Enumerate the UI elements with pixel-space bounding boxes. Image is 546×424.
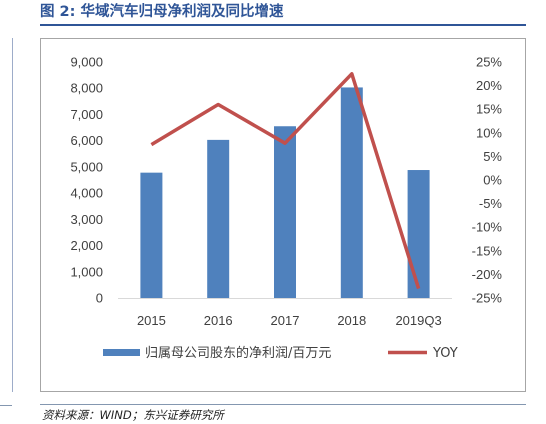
source-note: 资料来源：WIND；东兴证券研究所: [42, 408, 224, 422]
legend-label-line: YOY: [432, 346, 458, 361]
y-left-tick-label: 8,000: [70, 81, 103, 96]
y-left-tick-label: 0: [96, 291, 103, 306]
y-right-tick-label: 20%: [476, 78, 502, 93]
y-right-tick-label: -20%: [472, 267, 503, 282]
bar: [274, 126, 296, 298]
x-tick-label: 2018: [337, 313, 366, 328]
title-underline: [40, 24, 526, 26]
bar: [407, 170, 430, 298]
y-left-tick-label: 7,000: [70, 107, 103, 122]
x-tick-label: 2017: [271, 313, 300, 328]
y-left-tick-label: 4,000: [70, 186, 103, 201]
y-left-tick-label: 6,000: [70, 133, 103, 148]
bar: [340, 87, 363, 299]
y-right-tick-label: -25%: [472, 291, 503, 306]
chart-frame: [40, 38, 526, 392]
y-right-tick-label: 0%: [483, 173, 502, 188]
x-tick-label: 2019Q3: [395, 313, 441, 328]
x-tick-label: 2015: [137, 313, 166, 328]
bar: [207, 139, 230, 298]
y-left-tick-label: 1,000: [70, 264, 103, 279]
source-divider: [40, 404, 526, 405]
y-right-tick-label: -5%: [479, 196, 503, 211]
y-right-tick-label: 5%: [483, 149, 502, 164]
y-left-tick-label: 9,000: [70, 55, 103, 70]
bar: [140, 172, 163, 298]
y-left-tick-label: 5,000: [70, 159, 103, 174]
y-right-tick-label: -10%: [472, 220, 503, 235]
legend-swatch-bar: [103, 349, 140, 356]
y-right-tick-label: 25%: [476, 55, 502, 70]
y-right-tick-label: 10%: [476, 125, 502, 140]
yoy-line: [150, 72, 421, 290]
y-right-tick-label: -15%: [472, 243, 503, 258]
y-right-tick-label: 15%: [476, 102, 502, 117]
legend-label-bar: 归属母公司股东的净利润/百万元: [145, 345, 331, 361]
left-panel-edge: [0, 38, 13, 392]
x-tick-label: 2016: [204, 313, 233, 328]
y-left-tick-label: 3,000: [70, 212, 103, 227]
figure-title: 图 2: 华域汽车归母净利润及同比增速: [40, 4, 284, 20]
y-left-tick-label: 2,000: [70, 238, 103, 253]
left-panel-rule: [0, 405, 12, 406]
